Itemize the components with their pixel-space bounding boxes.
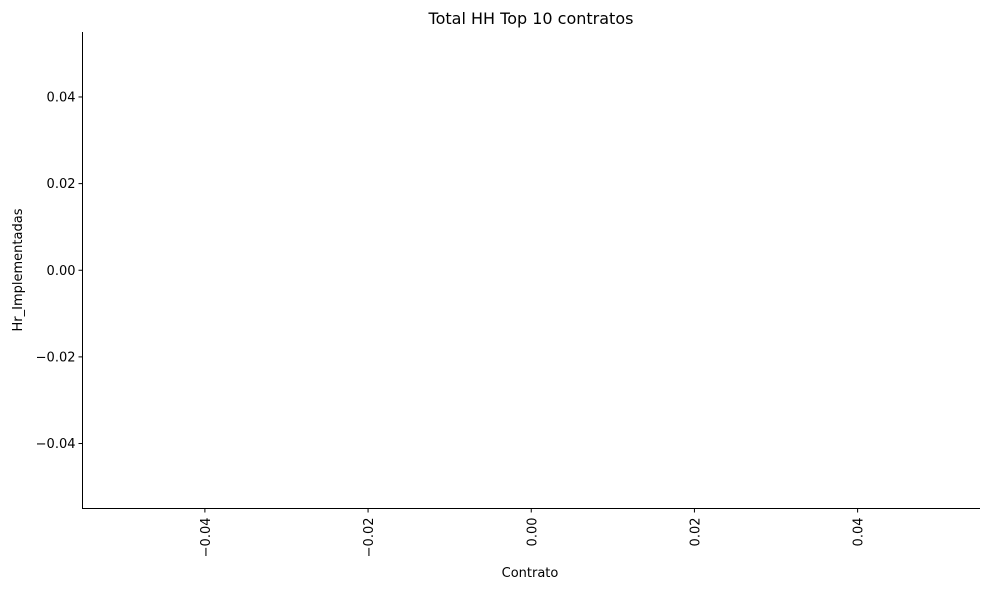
x-tick-label: 0.00: [525, 518, 540, 547]
x-axis-label: Contrato: [502, 566, 559, 581]
y-tick-label: 0.04: [47, 90, 76, 105]
y-tick-label: −0.02: [36, 350, 76, 365]
x-tick-label: −0.04: [199, 518, 214, 558]
y-tick-label: 0.00: [47, 264, 76, 279]
y-tick-label: 0.02: [47, 177, 76, 192]
y-ticks: −0.04 −0.02 0.00 0.02 0.04: [36, 90, 83, 452]
y-tick-label: −0.04: [36, 437, 76, 452]
y-axis-label: Hr_Implementadas: [11, 208, 26, 331]
x-tick-label: 0.04: [852, 518, 867, 547]
x-ticks: −0.04 −0.02 0.00 0.02 0.04: [199, 508, 867, 558]
x-tick-label: 0.02: [688, 518, 703, 547]
chart-title: Total HH Top 10 contratos: [428, 9, 634, 28]
x-tick-label: −0.02: [362, 518, 377, 558]
